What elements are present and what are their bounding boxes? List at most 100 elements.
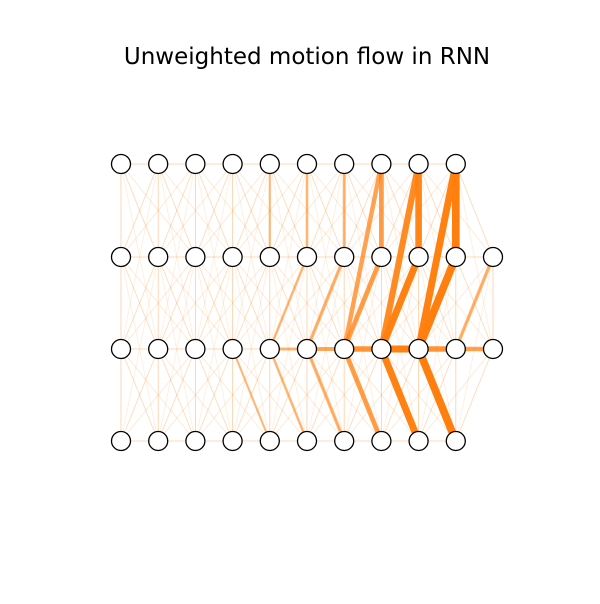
flow-edge-strong bbox=[342, 163, 384, 350]
node-circle bbox=[148, 338, 169, 360]
strong-edge-group bbox=[231, 163, 495, 443]
flow-edge bbox=[120, 256, 159, 442]
flow-edge bbox=[120, 348, 196, 442]
node-circle bbox=[408, 153, 429, 175]
node-circle bbox=[185, 246, 206, 268]
flow-edge bbox=[343, 348, 419, 442]
node-circle bbox=[296, 246, 318, 268]
flow-edge bbox=[232, 348, 271, 442]
flow-edge bbox=[157, 256, 196, 442]
flow-edge bbox=[269, 163, 308, 350]
node-circle bbox=[371, 246, 392, 268]
flow-edge bbox=[157, 163, 233, 258]
node-circle bbox=[222, 430, 243, 452]
flow-edge bbox=[306, 256, 382, 350]
flow-edge bbox=[232, 256, 271, 350]
flow-edge bbox=[269, 256, 345, 350]
flow-edge bbox=[306, 163, 345, 350]
flow-edge bbox=[195, 163, 233, 350]
node-circle bbox=[408, 246, 429, 268]
flow-edge bbox=[120, 163, 159, 258]
flow-edge bbox=[232, 163, 271, 258]
flow-edge bbox=[157, 348, 196, 442]
flow-edge bbox=[120, 163, 196, 258]
flow-edge bbox=[194, 163, 234, 258]
node-circle bbox=[148, 430, 169, 452]
flow-edge-strong bbox=[341, 348, 384, 442]
node-circle bbox=[482, 246, 504, 268]
flow-edge bbox=[232, 256, 308, 350]
flow-edge bbox=[120, 163, 159, 350]
flow-edge bbox=[343, 256, 419, 350]
flow-edge-strong bbox=[378, 163, 422, 350]
node-circle bbox=[222, 338, 243, 360]
flow-edge bbox=[343, 348, 419, 442]
node-group bbox=[110, 153, 504, 452]
node-circle bbox=[185, 338, 206, 360]
flow-edge bbox=[232, 348, 271, 442]
flow-edge bbox=[232, 348, 308, 442]
flow-edge bbox=[306, 348, 382, 442]
node-circle bbox=[185, 430, 206, 452]
node-circle bbox=[334, 430, 355, 452]
node-circle bbox=[110, 430, 132, 452]
flow-edge bbox=[306, 163, 345, 350]
flow-edge bbox=[269, 256, 345, 350]
flow-edge bbox=[195, 256, 271, 350]
flow-edge bbox=[232, 163, 308, 258]
flow-edge bbox=[120, 256, 159, 350]
flow-edge bbox=[195, 163, 233, 350]
flow-edge bbox=[232, 163, 271, 350]
flow-edge bbox=[232, 256, 271, 442]
flow-edge bbox=[157, 348, 233, 442]
node-circle bbox=[334, 338, 355, 360]
node-circle bbox=[222, 153, 243, 175]
flow-edge-strong bbox=[341, 256, 384, 350]
node-circle bbox=[408, 338, 429, 360]
node-circle bbox=[334, 246, 355, 268]
flow-edge bbox=[157, 163, 196, 350]
flow-edge-strong bbox=[454, 256, 495, 350]
flow-edge bbox=[381, 256, 457, 350]
flow-edge bbox=[269, 163, 308, 258]
flow-edge-strong bbox=[268, 348, 309, 442]
node-circle bbox=[110, 338, 132, 360]
flow-edge bbox=[455, 163, 494, 350]
flow-edge bbox=[306, 163, 345, 258]
flow-edge bbox=[343, 163, 382, 258]
flow-edge bbox=[195, 256, 233, 442]
flow-edge bbox=[306, 348, 382, 442]
flow-edge bbox=[418, 163, 457, 258]
diagram-title: Unweighted motion flow in RNN bbox=[124, 44, 490, 70]
node-circle bbox=[148, 153, 169, 175]
node-circle bbox=[482, 338, 504, 360]
flow-edge bbox=[232, 256, 271, 442]
flow-edge bbox=[343, 256, 419, 350]
flow-edge bbox=[157, 163, 196, 258]
flow-edge bbox=[455, 348, 494, 442]
node-circle bbox=[259, 246, 280, 268]
node-circle bbox=[371, 153, 392, 175]
flow-edge bbox=[157, 163, 196, 258]
flow-edge-strong bbox=[305, 348, 346, 442]
node-circle bbox=[445, 153, 466, 175]
node-circle bbox=[259, 430, 280, 452]
node-circle bbox=[408, 430, 429, 452]
flow-edge bbox=[120, 256, 196, 350]
flow-edge bbox=[343, 163, 382, 258]
flow-edge bbox=[157, 348, 233, 442]
flow-edge bbox=[232, 163, 271, 258]
node-circle bbox=[371, 338, 392, 360]
node-circle bbox=[334, 153, 355, 175]
flow-edge bbox=[455, 163, 494, 258]
flow-edge bbox=[194, 348, 234, 442]
flow-edge bbox=[232, 163, 271, 350]
flow-edge bbox=[120, 163, 196, 258]
node-circle bbox=[259, 153, 280, 175]
flow-edge bbox=[157, 256, 233, 350]
flow-edge-strong bbox=[415, 347, 460, 443]
flow-edge-strong bbox=[231, 348, 271, 442]
flow-edge bbox=[381, 348, 457, 442]
flow-edge bbox=[269, 348, 345, 442]
